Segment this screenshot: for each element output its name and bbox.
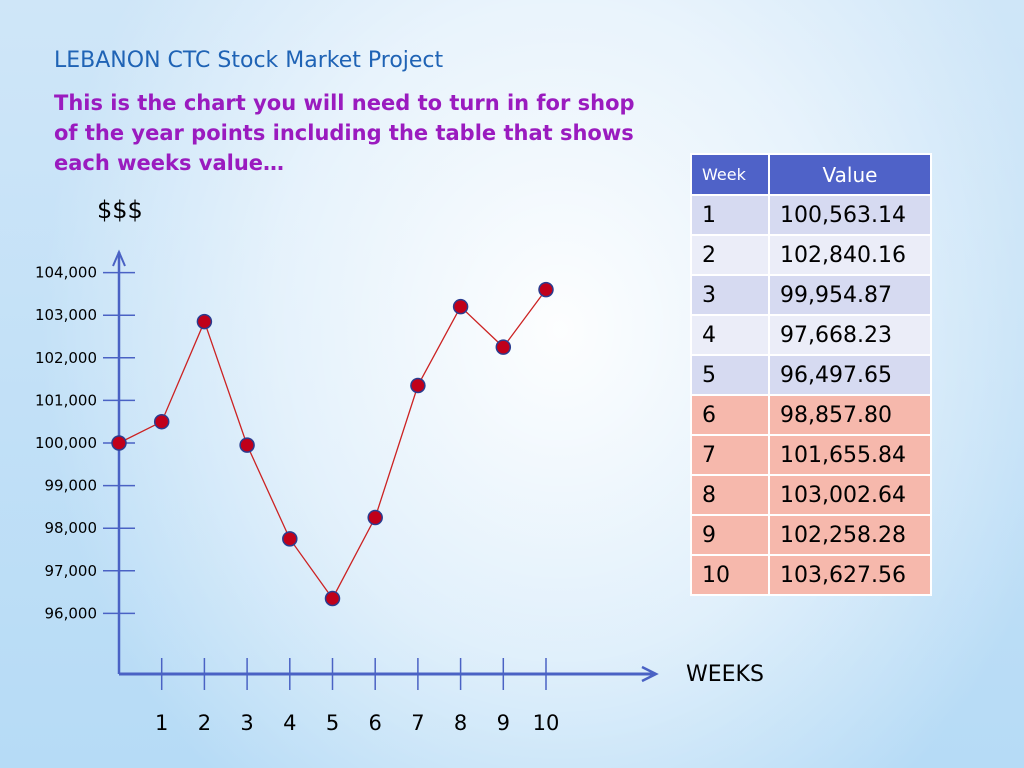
data-point (239, 437, 255, 453)
y-axis: 104,000 103,000 102,000 101,000 100,000 99,00… (35, 249, 135, 674)
week-cell: 3 (690, 274, 770, 316)
x-tick-label: 1 (155, 711, 168, 735)
x-tick-label: 2 (198, 711, 211, 735)
week-cell: 7 (690, 434, 770, 476)
week-cell: 10 (690, 554, 770, 596)
column-header-value: Value (768, 153, 932, 196)
data-point (410, 377, 426, 394)
value-cell: 103,627.56 (768, 554, 932, 596)
table-row: 5 96,497.65 (690, 354, 932, 396)
y-tick-label: 97,000 (45, 562, 98, 580)
data-points (111, 281, 554, 607)
table-header-row: Week Value (690, 153, 932, 196)
value-cell: 97,668.23 (768, 314, 932, 356)
y-tick-label: 100,000 (35, 434, 97, 452)
x-tick-label: 8 (454, 711, 467, 735)
week-cell: 1 (690, 194, 770, 236)
table-row: 3 99,954.87 (690, 274, 932, 316)
table-row: 10 103,627.56 (690, 554, 932, 596)
value-cell: 101,655.84 (768, 434, 932, 476)
value-cell: 100,563.14 (768, 194, 932, 236)
x-tick-label: 7 (411, 711, 424, 735)
table-row: 8 103,002.64 (690, 474, 932, 516)
x-tick-label: 3 (240, 711, 253, 735)
value-cell: 98,857.80 (768, 394, 932, 436)
week-cell: 5 (690, 354, 770, 396)
x-tick-label: 10 (533, 711, 560, 735)
data-point (196, 313, 213, 330)
x-tick-label: 9 (497, 711, 510, 735)
week-cell: 9 (690, 514, 770, 556)
data-point (111, 435, 127, 451)
table-row: 4 97,668.23 (690, 314, 932, 356)
y-axis-arrow (112, 249, 126, 267)
page-title: LEBANON CTC Stock Market Project (54, 48, 444, 73)
y-tick-label: 99,000 (45, 477, 98, 495)
value-cell: 102,258.28 (768, 514, 932, 556)
series-line (118, 289, 547, 600)
table-row: 7 101,655.84 (690, 434, 932, 476)
y-tick-label: 101,000 (35, 391, 97, 409)
x-tick-label: 6 (369, 711, 382, 735)
y-tick-label: 104,000 (35, 264, 97, 282)
y-axis-label: $$$ (97, 196, 143, 224)
x-axis: 1 2 3 4 5 6 7 8 9 10 (119, 658, 659, 735)
x-tick-label: 5 (326, 711, 339, 735)
y-tick-label: 98,000 (45, 519, 98, 537)
week-cell: 6 (690, 394, 770, 436)
week-cell: 8 (690, 474, 770, 516)
data-point (367, 509, 383, 526)
x-tick-label: 4 (283, 711, 296, 735)
x-axis-arrow (641, 665, 659, 683)
table-row: 6 98,857.80 (690, 394, 932, 436)
week-cell: 2 (690, 234, 770, 276)
data-point (282, 531, 298, 547)
instructions-text: This is the chart you will need to turn … (54, 91, 635, 175)
y-tick-label: 103,000 (35, 306, 97, 324)
value-cell: 99,954.87 (768, 274, 932, 316)
series-line-group (118, 289, 547, 600)
value-cell: 103,002.64 (768, 474, 932, 516)
data-point (452, 298, 469, 315)
y-tick-label: 96,000 (45, 604, 98, 622)
table-row: 9 102,258.28 (690, 514, 932, 556)
value-cell: 102,840.16 (768, 234, 932, 276)
data-point (495, 339, 512, 355)
y-tick-label: 102,000 (35, 349, 97, 367)
column-header-week: Week (690, 153, 770, 196)
table-row: 2 102,840.16 (690, 234, 932, 276)
table-row: 1 100,563.14 (690, 194, 932, 236)
value-cell: 96,497.65 (768, 354, 932, 396)
week-cell: 4 (690, 314, 770, 356)
data-point (153, 413, 170, 430)
data-point (324, 590, 341, 607)
weekly-values-table: Week Value 1 100,563.14 2 102,840.16 3 99,9… (690, 153, 932, 596)
data-point (538, 281, 554, 298)
x-axis-label: WEEKS (686, 662, 764, 687)
